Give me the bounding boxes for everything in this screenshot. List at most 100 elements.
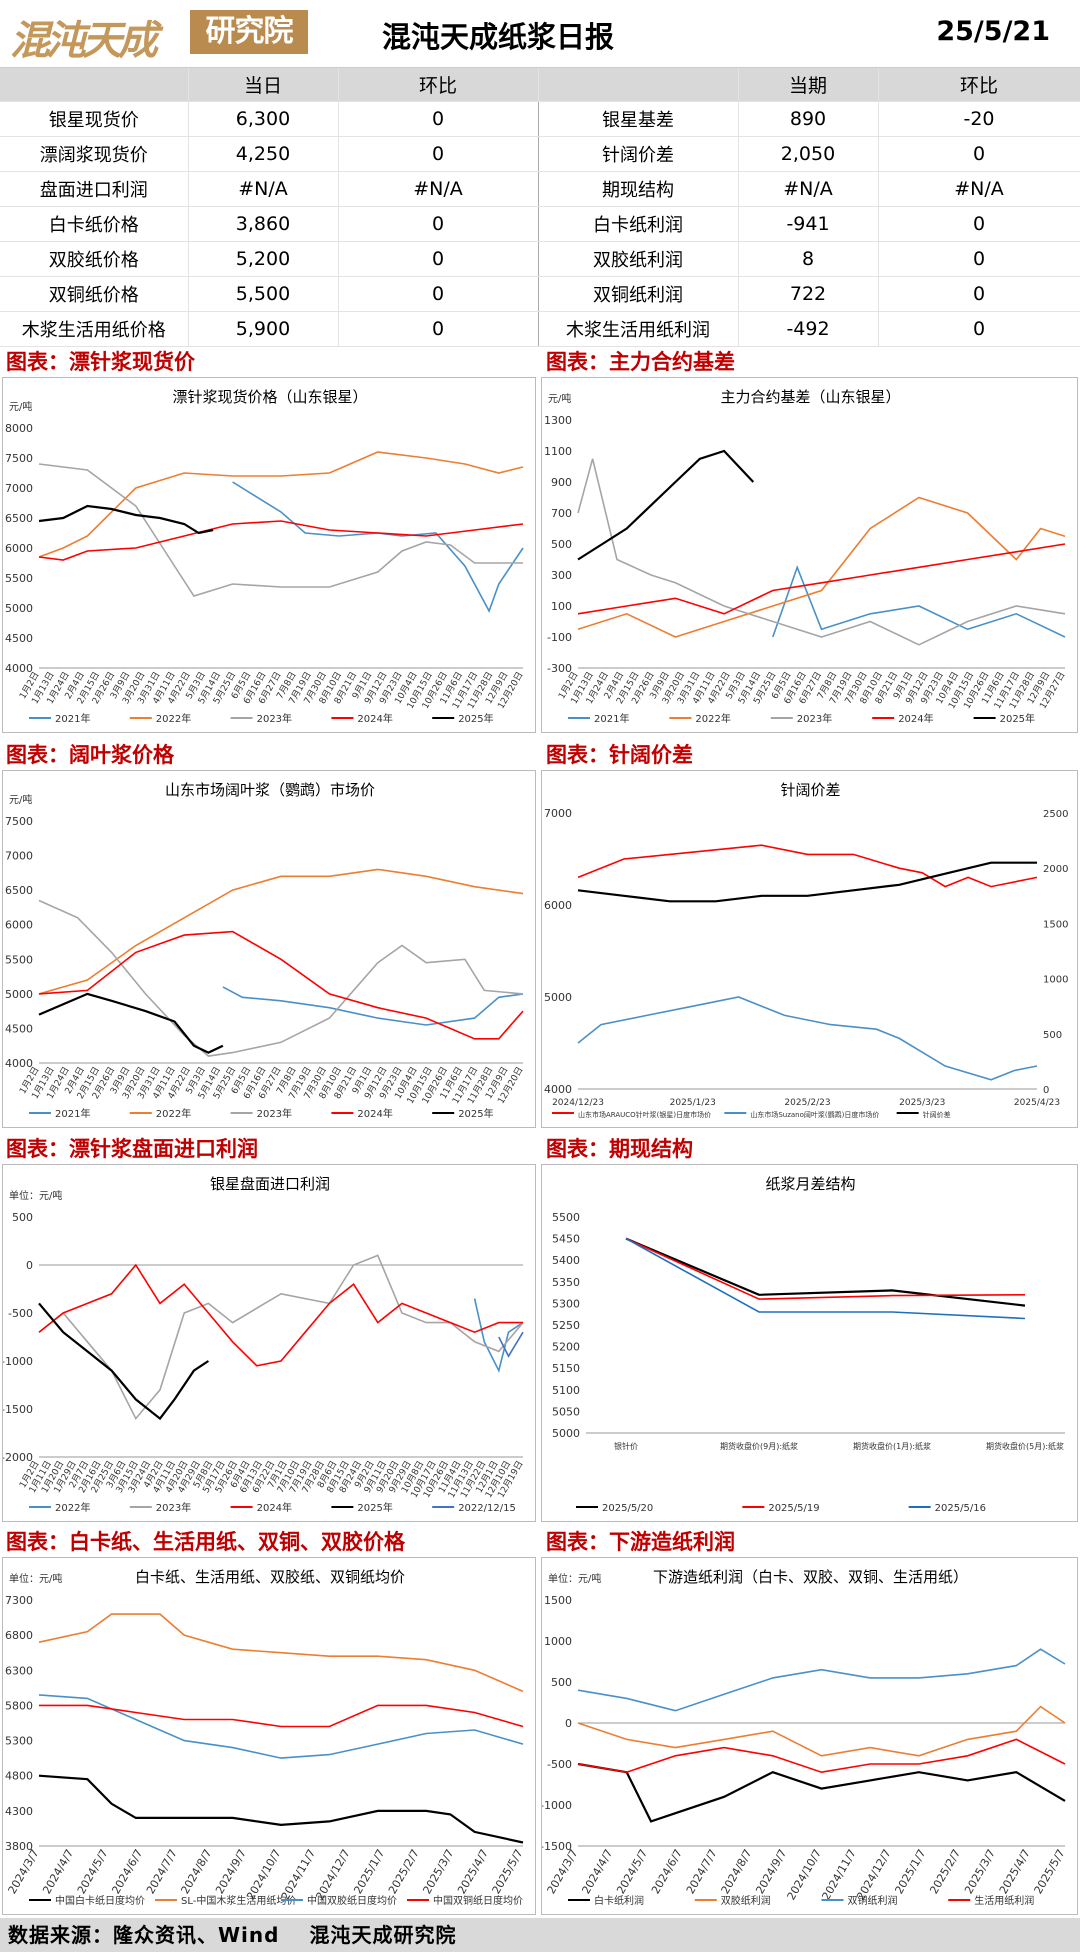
y-tick-label: 4500 <box>5 632 33 645</box>
x-tick-label: 2024/3/7 <box>6 1847 42 1896</box>
series-line <box>38 868 524 995</box>
chart-unit-label: 元/吨 <box>548 392 571 405</box>
x-tick-label: 2024/7/7 <box>684 1847 720 1896</box>
x-tick-label: 2024/5/7 <box>75 1847 111 1896</box>
chart-unit-label: 单位：元/吨 <box>9 1189 62 1202</box>
x-tick-label: 2025/2/7 <box>927 1847 963 1896</box>
y-tick-label: 700 <box>551 507 572 520</box>
y-tick-label: 5000 <box>5 988 33 1001</box>
series-line <box>577 1705 1066 1757</box>
legend-label: 2024年 <box>898 712 933 725</box>
table-row: 双铜纸价格 5,500 0 双铜纸利润 722 0 <box>0 276 1080 312</box>
y2-tick-label: 0 <box>1043 1085 1049 1096</box>
legend-label: 山东市场ARAUCO针叶浆(银星)日度市场价 <box>578 1110 711 1119</box>
y-tick-label: 3800 <box>5 1840 33 1853</box>
series-line <box>38 1694 524 1759</box>
legend-label: 中国双胶纸日度均价 <box>307 1894 397 1907</box>
y-tick-label: 5350 <box>552 1276 580 1289</box>
legend-label: 白卡纸利润 <box>594 1894 644 1907</box>
table-cell: #N/A <box>188 171 339 207</box>
series-line <box>577 861 1037 903</box>
y-tick-label: 100 <box>551 600 572 613</box>
y-tick-label: 5500 <box>552 1211 580 1224</box>
x-tick-label: 2025/4/7 <box>455 1847 491 1896</box>
y-tick-label: 5300 <box>5 1735 33 1748</box>
table-cell: 0 <box>338 136 539 172</box>
legend-label: 双胶纸利润 <box>721 1894 771 1907</box>
legend-label: 2021年 <box>594 712 629 725</box>
y-tick-label: 500 <box>551 1676 572 1689</box>
series-line <box>38 463 523 597</box>
legend-label: 双铜纸利润 <box>848 1894 898 1907</box>
legend-label: SL-中国木浆生活用纸均价 <box>181 1894 296 1907</box>
table-cell: 5,200 <box>188 241 339 277</box>
series-line <box>577 1648 1066 1712</box>
legend-label: 2025/5/20 <box>602 1503 653 1514</box>
table-row-label: 盘面进口利润 <box>0 171 189 207</box>
series-line <box>772 564 1066 638</box>
legend-label: 2025年 <box>1000 712 1035 725</box>
x-tick-label: 2024/4/7 <box>40 1847 76 1896</box>
chart-panel-term-structure: 纸浆月差结构 5000 5050 5100 5150 5200 5250 5300 5350 54… <box>541 1164 1078 1522</box>
series-line <box>38 1774 524 1844</box>
chart-unit-label: 单位：元/吨 <box>548 1572 601 1585</box>
y-tick-label: 4000 <box>5 1057 33 1070</box>
series-line <box>473 1298 524 1373</box>
table-cell: #N/A <box>338 171 539 207</box>
x-tick-label: 2024/10/7 <box>785 1847 824 1902</box>
chart-unit-label: 元/吨 <box>9 400 32 413</box>
table-row-label: 白卡纸利润 <box>538 206 739 242</box>
y-tick-label: 5150 <box>552 1362 580 1375</box>
x-category-label: 期货收盘价(1月):纸浆 <box>853 1441 931 1451</box>
y-tick-label: 5450 <box>552 1233 580 1246</box>
y-tick-label: 6300 <box>5 1664 33 1677</box>
table-cell: 5,900 <box>188 311 339 347</box>
table-header-cell: 环比 <box>338 68 539 102</box>
x-tick-label: 2024/9/7 <box>213 1847 249 1896</box>
table-cell: 0 <box>338 206 539 242</box>
chart-title: 下游造纸利润（白卡、双胶、双铜、生活用纸） <box>653 1568 968 1586</box>
chart-title: 针阔价差 <box>780 781 840 799</box>
legend-label: 山东市场Suzano阔叶浆(鹦鹉)日度市场价 <box>750 1110 879 1119</box>
y-tick-label: 5000 <box>544 991 572 1004</box>
y-tick-label: -100 <box>547 631 572 644</box>
chart-title: 主力合约基差（山东银星） <box>720 388 900 406</box>
y2-tick-label: 1000 <box>1043 975 1068 986</box>
section-title-basis: 图表：主力合约基差 <box>546 349 735 374</box>
chart-panel-paper-profit: 下游造纸利润（白卡、双胶、双铜、生活用纸） 单位：元/吨 -1500 -1000 -50… <box>541 1557 1078 1915</box>
legend-label: 2021年 <box>55 712 90 725</box>
table-cell: -492 <box>738 311 879 347</box>
series-line <box>577 458 1066 646</box>
table-cell: 0 <box>338 311 539 347</box>
series-line <box>577 449 755 561</box>
table-row-label: 银星现货价 <box>0 101 189 137</box>
chart-title: 山东市场阔叶浆（鹦鹉）市场价 <box>165 781 375 799</box>
x-tick-label: 2024/11/7 <box>819 1847 858 1902</box>
table-header-cell: 环比 <box>878 68 1080 102</box>
x-tick-label: 2024/9/7 <box>753 1847 789 1896</box>
y-tick-label: 5000 <box>5 602 33 615</box>
section-title-hardwood: 图表：阔叶浆价格 <box>6 742 174 767</box>
summary-table: 当日 环比 当期 环比 银星现货价 6,300 0 银星基差 890 -20 漂阔浆现货价 4,25… <box>0 68 1080 347</box>
x-tick-label: 2024/4/7 <box>579 1847 615 1896</box>
table-row-label: 双铜纸利润 <box>538 276 739 312</box>
x-tick-label: 2024/5/7 <box>614 1847 650 1896</box>
y-tick-label: 6800 <box>5 1629 33 1642</box>
chart-panel-import-profit: 银星盘面进口利润 单位：元/吨 -2000 -1500 -1000 -500 0 500 1月2… <box>2 1164 536 1522</box>
series-line <box>38 1613 524 1693</box>
table-cell: 8 <box>738 241 879 277</box>
series-line <box>577 1738 1066 1774</box>
x-tick-label: 2025/1/7 <box>351 1847 387 1896</box>
table-row-label: 木浆生活用纸利润 <box>538 311 739 347</box>
logo-seal: 研究院 <box>190 10 308 54</box>
table-cell: 3,860 <box>188 206 339 242</box>
table-row-label: 期现结构 <box>538 171 739 207</box>
x-tick-label: 2025/3/7 <box>962 1847 998 1896</box>
series-line <box>625 1237 1026 1300</box>
section-title-paper-profit: 图表：下游造纸利润 <box>546 1529 735 1554</box>
legend-label: 2024年 <box>357 712 392 725</box>
y2-tick-label: 2500 <box>1043 809 1068 820</box>
chart-unit-label: 元/吨 <box>9 793 32 806</box>
chart-panel-basis: 主力合约基差（山东银星） 元/吨 -300 -100 100 300 500 700 900 11… <box>541 377 1078 733</box>
y-tick-label: 7500 <box>5 452 33 465</box>
